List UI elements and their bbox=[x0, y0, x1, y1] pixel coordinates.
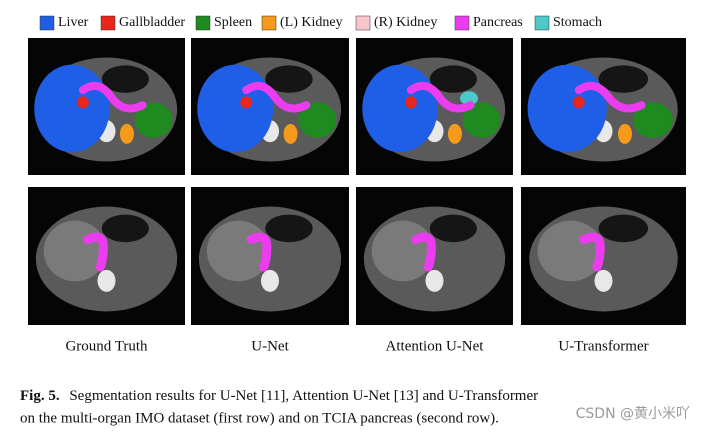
caption-label: Fig. 5. bbox=[20, 388, 60, 404]
liver-tissue bbox=[206, 220, 270, 282]
legend-label: (L) Kidney bbox=[280, 15, 343, 30]
gas bbox=[101, 65, 149, 93]
ct-image bbox=[356, 187, 513, 325]
spine bbox=[97, 269, 116, 292]
organ-kidney bbox=[283, 123, 298, 144]
organ-kidney bbox=[119, 123, 134, 144]
ct-image bbox=[521, 38, 686, 175]
organ-pancreas bbox=[411, 232, 436, 272]
legend-swatch bbox=[39, 15, 55, 31]
organ-pancreas bbox=[579, 232, 605, 272]
liver-tissue bbox=[537, 220, 604, 282]
organ-pancreas bbox=[406, 81, 475, 113]
liver-tissue bbox=[43, 220, 107, 282]
legend-swatch bbox=[100, 15, 116, 31]
legend-label: Stomach bbox=[553, 15, 602, 30]
organ-spleen bbox=[462, 102, 501, 139]
gas bbox=[101, 214, 149, 243]
organ-pancreas bbox=[78, 81, 147, 113]
legend-label: Spleen bbox=[214, 15, 252, 30]
gas bbox=[598, 65, 649, 93]
organ-pancreas bbox=[246, 232, 272, 272]
legend-swatch bbox=[454, 15, 470, 31]
ct-image bbox=[356, 38, 513, 175]
organ-spleen bbox=[134, 102, 173, 139]
organ-gallbladder bbox=[76, 96, 89, 109]
organ-kidney bbox=[617, 123, 632, 144]
column-label: U-Transformer bbox=[558, 338, 648, 354]
organ-gallbladder bbox=[572, 96, 585, 109]
organ-pancreas bbox=[242, 81, 311, 113]
ct-image bbox=[191, 187, 349, 325]
organ-liver bbox=[34, 64, 110, 153]
legend-swatch bbox=[355, 15, 371, 31]
gas bbox=[265, 65, 313, 93]
organ-spleen bbox=[298, 102, 337, 139]
column-label: U-Net bbox=[251, 338, 289, 354]
column-label: Attention U-Net bbox=[386, 338, 485, 354]
organ-stomach bbox=[460, 91, 479, 106]
spine bbox=[261, 269, 279, 292]
column-label: Ground Truth bbox=[65, 338, 148, 354]
ct-image bbox=[28, 38, 185, 175]
liver-tissue bbox=[371, 220, 435, 282]
gas bbox=[265, 214, 313, 243]
legend-swatch bbox=[534, 15, 550, 31]
organ-liver bbox=[527, 64, 607, 153]
legend-label: Gallbladder bbox=[119, 15, 185, 30]
spine bbox=[594, 269, 613, 292]
caption-text: Segmentation results for U-Net [11], Att… bbox=[69, 388, 538, 404]
gas bbox=[598, 214, 649, 243]
legend-label: (R) Kidney bbox=[374, 15, 437, 30]
organ-liver bbox=[197, 64, 274, 153]
ct-image bbox=[521, 187, 686, 325]
organ-spleen bbox=[633, 102, 673, 139]
caption-line: Fig. 5. Segmentation results for U-Net [… bbox=[20, 388, 538, 404]
organ-pancreas bbox=[83, 232, 108, 272]
organ-pancreas bbox=[574, 81, 646, 113]
ct-image bbox=[28, 187, 185, 325]
gas bbox=[429, 65, 477, 93]
gas bbox=[429, 214, 477, 243]
legend-swatch bbox=[195, 15, 211, 31]
spine bbox=[425, 269, 444, 292]
organ-liver bbox=[362, 64, 438, 153]
legend-label: Liver bbox=[58, 15, 89, 30]
organ-kidney bbox=[447, 123, 462, 144]
organ-gallbladder bbox=[404, 96, 417, 109]
watermark: CSDN @黄小米吖 bbox=[576, 405, 690, 422]
organ-gallbladder bbox=[240, 96, 253, 109]
legend-label: Pancreas bbox=[473, 15, 523, 30]
ct-image bbox=[191, 38, 349, 175]
legend-swatch bbox=[261, 15, 277, 31]
caption-line: on the multi-organ IMO dataset (first ro… bbox=[20, 410, 499, 426]
